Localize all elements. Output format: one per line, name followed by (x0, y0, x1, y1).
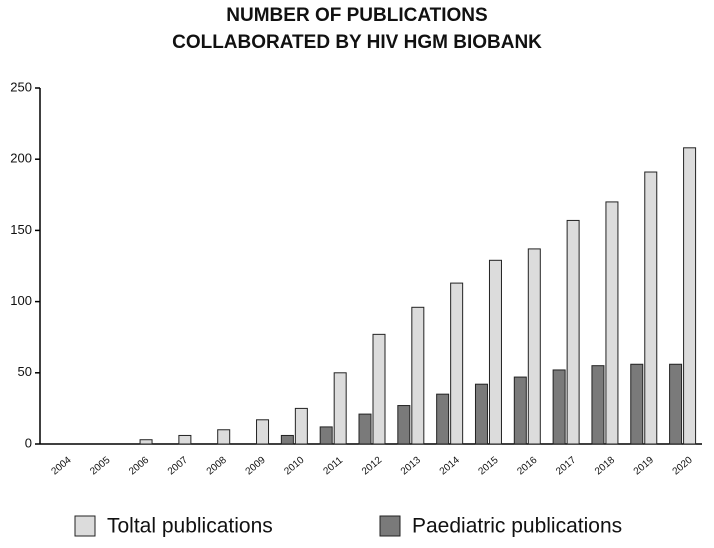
chart-subtitle: COLLABORATED BY HIV HGM BIOBANK (172, 32, 542, 53)
legend-swatch (74, 515, 96, 537)
legend-swatch (379, 515, 401, 537)
bar (605, 201, 619, 445)
y-tick-label: 100 (10, 293, 32, 308)
y-tick-label: 0 (25, 435, 32, 450)
x-tick-label: 2004 (49, 454, 73, 477)
x-tick-label: 2020 (671, 454, 695, 477)
y-tick-label: 200 (10, 151, 32, 166)
bar (372, 333, 386, 445)
bar (411, 306, 425, 445)
bar (630, 363, 644, 445)
bar (436, 393, 450, 445)
bar (333, 372, 347, 445)
bar (280, 434, 294, 445)
y-tick-label: 50 (18, 364, 32, 379)
y-tick-label: 250 (10, 79, 32, 94)
x-tick-label: 2007 (166, 454, 190, 477)
bar (527, 248, 541, 445)
bar (683, 147, 697, 445)
x-tick-label: 2015 (477, 454, 501, 477)
bar (474, 383, 488, 445)
y-tick-label: 150 (10, 222, 32, 237)
bar (566, 219, 580, 445)
bar (552, 369, 566, 445)
bar (450, 282, 464, 445)
legend-label: Paediatric publications (412, 515, 622, 538)
bar (488, 259, 502, 445)
bar (217, 429, 231, 445)
x-tick-label: 2017 (554, 454, 578, 477)
bar (644, 171, 658, 445)
bar (358, 413, 372, 445)
x-tick-label: 2008 (205, 454, 229, 477)
chart-title: NUMBER OF PUBLICATIONS (226, 5, 487, 26)
x-tick-label: 2016 (515, 454, 539, 477)
x-tick-label: 2011 (321, 455, 345, 478)
bar (397, 405, 411, 445)
x-tick-label: 2013 (399, 454, 423, 477)
x-tick-label: 2012 (360, 454, 384, 477)
x-tick-label: 2010 (282, 454, 306, 477)
x-tick-label: 2006 (127, 454, 151, 477)
bar (256, 419, 270, 445)
bar (294, 407, 308, 445)
bar (139, 439, 153, 445)
bar (319, 426, 333, 445)
x-tick-label: 2009 (244, 454, 268, 477)
bar (591, 365, 605, 445)
x-tick-label: 2019 (632, 454, 656, 477)
legend-label: Toltal publications (107, 515, 273, 538)
x-tick-label: 2018 (593, 454, 617, 477)
x-tick-label: 2014 (438, 454, 462, 477)
bar (178, 434, 192, 445)
bar (669, 363, 683, 445)
bar (513, 376, 527, 445)
x-tick-label: 2005 (88, 454, 112, 477)
